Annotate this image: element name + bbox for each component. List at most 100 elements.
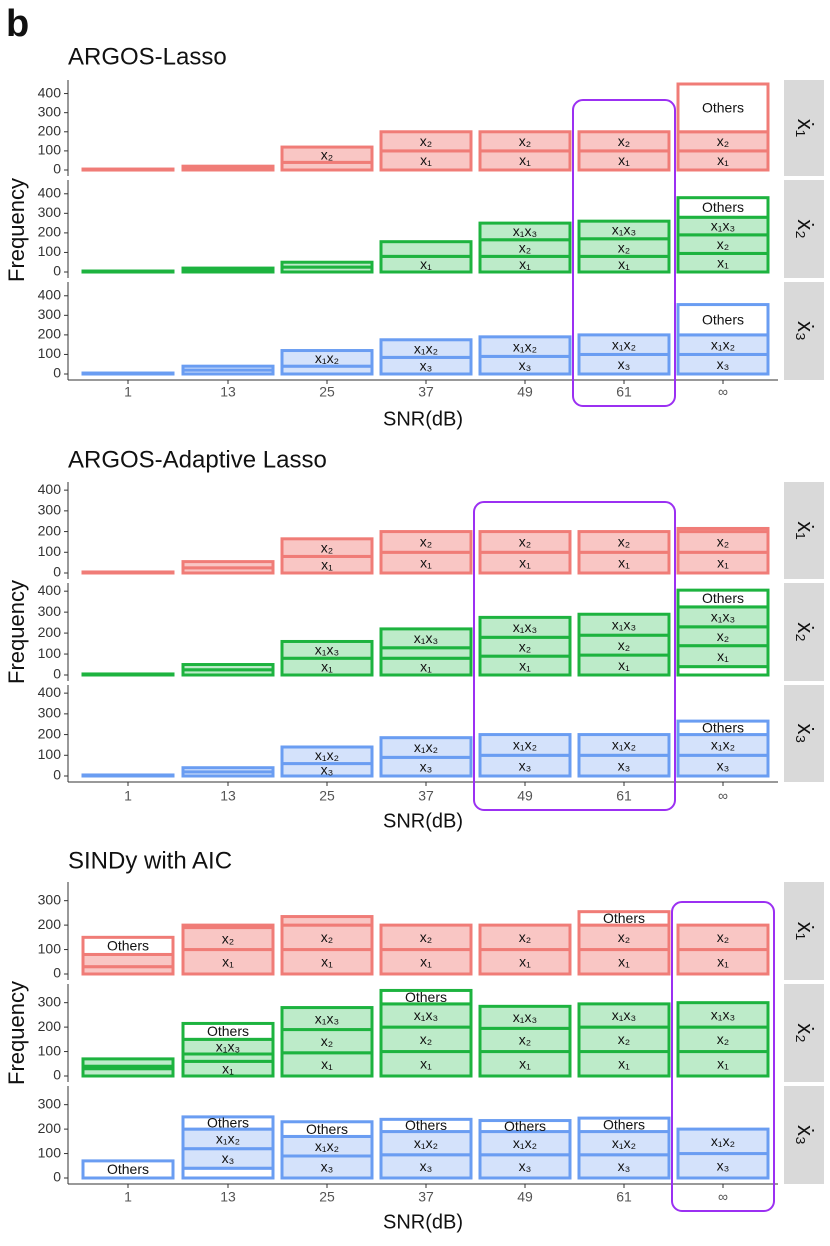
facet-strip-label: ẋ₂ bbox=[793, 219, 818, 239]
y-tick-label: 200 bbox=[38, 1120, 62, 1136]
bar-segment-label: x₁x₂ bbox=[513, 338, 537, 354]
chart-panel-3: SINDy with AIC0100200300Othersx₁x₂x₁x₂x₁… bbox=[4, 847, 824, 1233]
bar-segment bbox=[379, 948, 473, 976]
panel-title: ARGOS-Adaptive Lasso bbox=[68, 446, 327, 473]
bar-segment-label: Others bbox=[405, 1117, 447, 1133]
bar-segment-label: x₂ bbox=[618, 239, 630, 255]
bar-segment bbox=[81, 952, 175, 969]
bar-segment-label: x₁x₃ bbox=[216, 1038, 240, 1054]
bar-segment-label: x₁x₂ bbox=[414, 340, 438, 356]
bar-segment bbox=[676, 1025, 770, 1054]
bar-segment bbox=[478, 130, 572, 153]
x-tick-label: 61 bbox=[616, 384, 632, 400]
bar-segment-label: x₁ bbox=[420, 953, 432, 969]
highlight-box bbox=[572, 99, 676, 407]
bar-segment-label: x₃ bbox=[618, 356, 631, 372]
bar-segment-label: x₁ bbox=[618, 953, 630, 969]
bar-segment bbox=[676, 303, 770, 337]
y-tick-label: 100 bbox=[38, 645, 62, 661]
bar-segment-label: x₂ bbox=[618, 534, 630, 550]
bar-segment-label: x₃ bbox=[717, 1157, 730, 1173]
bar-segment bbox=[280, 1006, 374, 1032]
bar-segment bbox=[280, 923, 374, 952]
bar-segment-label: x₂ bbox=[420, 1031, 432, 1047]
bar-segment bbox=[181, 1021, 275, 1041]
bar-segment-label: x₃ bbox=[420, 758, 433, 774]
bar-segment-label: x₂ bbox=[420, 133, 432, 149]
x-tick-label: ∞ bbox=[718, 384, 728, 400]
bar-segment-label: Others bbox=[306, 1121, 348, 1137]
bar-segment bbox=[81, 1159, 175, 1180]
bar-segment-label: x₂ bbox=[321, 1033, 333, 1049]
bar-segment bbox=[379, 1025, 473, 1054]
facet-strip bbox=[784, 282, 824, 380]
y-tick-label: 0 bbox=[53, 365, 61, 381]
y-axis-label: Frequency bbox=[4, 178, 29, 282]
x-tick-label: 13 bbox=[220, 788, 236, 804]
bar-segment-label: x₁ bbox=[420, 152, 432, 168]
bar-segment-label: x₁ bbox=[717, 953, 729, 969]
facet-strip bbox=[784, 1086, 824, 1184]
bar-segment-label: Others bbox=[603, 910, 645, 926]
x-tick-label: ∞ bbox=[718, 1189, 728, 1205]
bar-segment-label: x₃ bbox=[519, 757, 532, 773]
bar-segment bbox=[280, 145, 374, 164]
bar-segment-label: x₁x₃ bbox=[513, 1009, 537, 1025]
bar-segment-label: x₂ bbox=[717, 929, 729, 945]
facet-strip-label: ẋ₃ bbox=[793, 321, 818, 341]
facet-strip bbox=[784, 685, 824, 782]
bar-segment-label: x₁ bbox=[618, 1055, 630, 1071]
x-tick-label: 1 bbox=[124, 384, 132, 400]
bar-segment-label: x₁ bbox=[618, 152, 630, 168]
bar-segment-label: x₁x₃ bbox=[612, 222, 636, 238]
x-tick-label: 1 bbox=[124, 1189, 132, 1205]
bar-segment-label: x₁ bbox=[519, 657, 531, 673]
bar-segment-label: x₁x₃ bbox=[315, 1010, 339, 1026]
bar-segment bbox=[181, 164, 275, 170]
bar-segment-label: x₃ bbox=[222, 1150, 235, 1166]
bar-segment bbox=[676, 1001, 770, 1029]
bar-segment bbox=[676, 588, 770, 609]
bar-segment-label: x₂ bbox=[717, 236, 729, 252]
bar-segment bbox=[577, 130, 671, 153]
y-tick-label: 200 bbox=[38, 522, 62, 538]
bar-segment bbox=[478, 615, 572, 639]
bar-segment bbox=[676, 196, 770, 219]
x-tick-label: 37 bbox=[418, 384, 434, 400]
bar-segment bbox=[81, 773, 175, 778]
bar-segment bbox=[577, 333, 671, 356]
bar-segment bbox=[181, 1115, 275, 1131]
bar-segment bbox=[577, 733, 671, 757]
bar-segment bbox=[478, 530, 572, 554]
x-tick-label: 25 bbox=[319, 384, 335, 400]
y-tick-label: 200 bbox=[38, 916, 62, 932]
bar-segment bbox=[81, 269, 175, 274]
bar-segment bbox=[81, 371, 175, 376]
bar-segment-label: x₁x₂ bbox=[711, 737, 735, 753]
bar-segment-label: x₁ bbox=[420, 256, 432, 272]
bar-segment bbox=[181, 364, 275, 372]
highlight-box bbox=[671, 901, 775, 1212]
bar-segment-label: x₃ bbox=[519, 357, 532, 373]
bar-segment-label: x₁ bbox=[222, 953, 234, 969]
bar-segment bbox=[577, 948, 671, 976]
bar-segment-label: x₁ bbox=[519, 554, 531, 570]
bar-segment-label: x₁x₃ bbox=[513, 619, 537, 635]
bar-segment-label: x₁x₃ bbox=[711, 218, 735, 234]
bar-segment bbox=[379, 646, 473, 660]
bar-segment-label: x₁x₃ bbox=[612, 616, 636, 632]
y-tick-label: 200 bbox=[38, 224, 62, 240]
panel-title: SINDy with AIC bbox=[68, 847, 232, 874]
bar-segment bbox=[379, 338, 473, 359]
y-tick-label: 100 bbox=[38, 543, 62, 559]
bar-segment-label: x₂ bbox=[519, 534, 531, 550]
bar-segment-label: Others bbox=[702, 311, 744, 327]
bar-segment bbox=[81, 935, 175, 956]
bar-segment-label: x₃ bbox=[618, 757, 631, 773]
bar-segment-label: x₂ bbox=[519, 240, 531, 256]
facet-strip bbox=[784, 482, 824, 579]
